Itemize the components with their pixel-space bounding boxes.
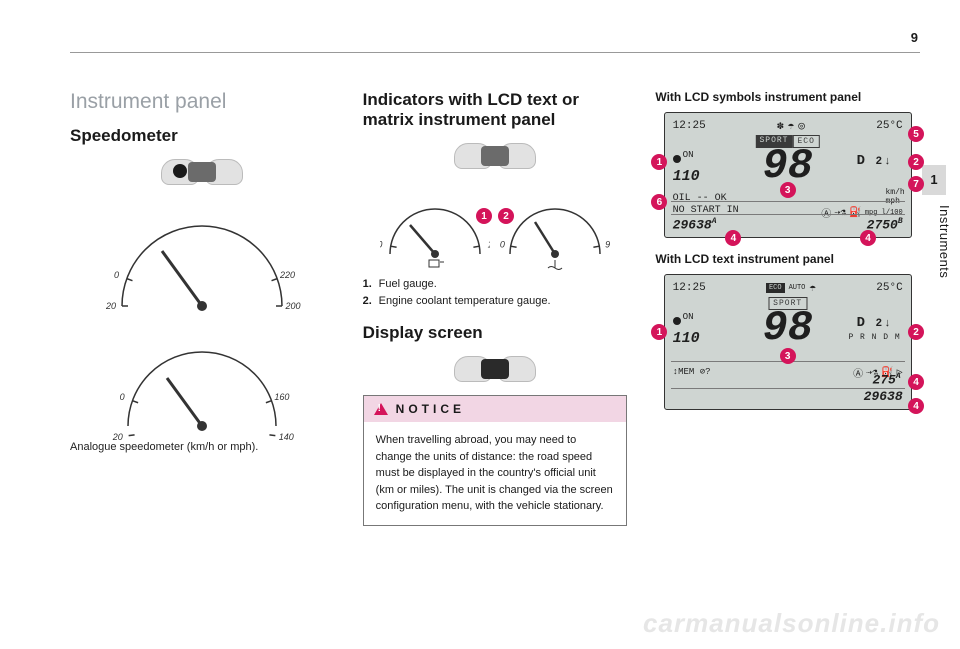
- notice-header: NOTICE: [364, 396, 627, 422]
- coolant-gauge: 50 90 2: [500, 180, 610, 270]
- svg-text:0: 0: [120, 392, 125, 402]
- notice-box: NOTICE When travelling abroad, you may n…: [363, 395, 628, 526]
- page-number: 9: [911, 30, 918, 45]
- panel-icon: [157, 156, 247, 188]
- warning-icon: [374, 403, 388, 415]
- watermark: carmanualsonline.info: [643, 608, 940, 639]
- side-chapter-index: 1: [922, 165, 946, 195]
- side-chapter-label: Instruments: [937, 205, 952, 278]
- legend-num-1: 1.: [363, 276, 379, 293]
- lcd-clock: 12:25: [673, 120, 706, 132]
- column-1: Instrument panel Speedometer 02040608010…: [70, 90, 335, 526]
- svg-text:20: 20: [105, 301, 116, 311]
- lcd-top-icons: ECO AUTO ☂: [766, 281, 816, 295]
- lcd-unit: km/hmph: [885, 189, 904, 207]
- callout-1: 1: [476, 208, 492, 224]
- speedometer-heading: Speedometer: [70, 126, 335, 146]
- lcd-oil: OIL -- OK: [673, 193, 727, 204]
- lcd-temp-unit: °C: [889, 120, 902, 132]
- callout-4b: 4: [860, 230, 876, 246]
- rule-top: [70, 52, 920, 53]
- lcd-gear: D 2↓: [857, 153, 891, 169]
- lcd-text-panel: 12:25 ECO AUTO ☂ 25°C SPORT ON 110: [664, 274, 912, 410]
- fuel-gauge: 01/21 1: [380, 180, 490, 270]
- lcd-symbols-panel-wrap: 12:25 ✽☂◎ 25°C SPORT ECO ON 110 98: [655, 112, 920, 238]
- content-columns: Instrument panel Speedometer 02040608010…: [70, 90, 920, 526]
- lcd-temp: 25: [876, 120, 889, 132]
- legend-num-2: 2.: [363, 293, 379, 310]
- lcd-symbols-panel: 12:25 ✽☂◎ 25°C SPORT ECO ON 110 98: [664, 112, 912, 238]
- lcd-odo: 29638: [673, 389, 903, 405]
- lcd-text-heading: With LCD text instrument panel: [655, 252, 920, 266]
- svg-text:50: 50: [500, 239, 505, 249]
- svg-text:220: 220: [279, 270, 295, 280]
- callout-2: 2: [908, 154, 924, 170]
- svg-text:1: 1: [488, 239, 490, 249]
- lcd-symbols-heading: With LCD symbols instrument panel: [655, 90, 920, 104]
- callout-4: 4: [908, 374, 924, 390]
- indicators-heading: Indicators with LCD text or matrix instr…: [363, 90, 628, 130]
- lcd-clock: 12:25: [673, 282, 706, 294]
- notice-title: NOTICE: [396, 402, 465, 416]
- section-title: Instrument panel: [70, 90, 335, 114]
- callout-2: 2: [908, 324, 924, 340]
- column-2: Indicators with LCD text or matrix instr…: [363, 90, 628, 526]
- callout-5: 5: [908, 126, 924, 142]
- display-screen-heading: Display screen: [363, 323, 628, 343]
- panel-icon: [450, 353, 540, 385]
- callout-3: 3: [780, 182, 796, 198]
- gauge-legend: 1.Fuel gauge. 2.Engine coolant temperatu…: [363, 276, 628, 309]
- svg-text:90: 90: [605, 239, 610, 249]
- lcd-trip-small: 275A: [872, 372, 900, 387]
- lcd-prnd: P R N D M: [848, 333, 900, 342]
- lcd-top-icons: ✽☂◎: [777, 119, 805, 133]
- svg-text:0: 0: [380, 239, 382, 249]
- callout-7: 7: [908, 176, 924, 192]
- svg-text:200: 200: [285, 301, 301, 311]
- speedometer-dial-kmh: 020406080100120140160180200220: [102, 196, 302, 316]
- callout-2: 2: [498, 208, 514, 224]
- callout-4b: 4: [908, 398, 924, 414]
- legend-text-1: Fuel gauge.: [379, 278, 437, 290]
- page: 9 1 Instruments Instrument panel Speedom…: [0, 0, 960, 649]
- gauges-row: 01/21 1 5090: [363, 180, 628, 270]
- lcd-odoA: 29638: [673, 217, 712, 232]
- lcd-text-panel-wrap: 12:25 ECO AUTO ☂ 25°C SPORT ON 110: [655, 274, 920, 410]
- svg-text:20: 20: [112, 432, 123, 442]
- lcd-gear: D 2↓: [857, 315, 891, 331]
- legend-text-2: Engine coolant temperature gauge.: [379, 295, 551, 307]
- lcd-mem: ↕MEM ⊘?: [673, 367, 711, 377]
- panel-icon: [450, 140, 540, 172]
- notice-body: When travelling abroad, you may need to …: [364, 422, 627, 525]
- svg-text:0: 0: [114, 270, 119, 280]
- svg-text:160: 160: [275, 392, 290, 402]
- speedometer-dial-mph: 020406080100120140160: [102, 326, 302, 430]
- callout-4: 4: [725, 230, 741, 246]
- svg-text:140: 140: [279, 432, 294, 442]
- column-3: With LCD symbols instrument panel 12:25 …: [655, 90, 920, 526]
- callout-3: 3: [780, 348, 796, 364]
